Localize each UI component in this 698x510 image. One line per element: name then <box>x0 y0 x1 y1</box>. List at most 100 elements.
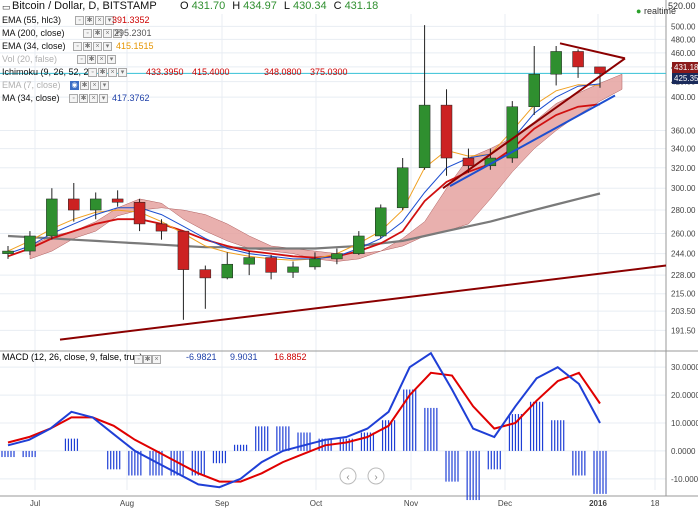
candle-body <box>594 66 606 74</box>
price-tick-label: 203.50 <box>671 307 696 316</box>
gear-icon[interactable]: ✱ <box>80 81 89 90</box>
indicator-name: Vol (20, false) <box>2 54 58 64</box>
rising-trendline <box>442 57 626 190</box>
indicator-row[interactable]: EMA (55, hlc3) ◦ ✱ × ▾ 391.3352 <box>0 14 380 27</box>
axis-top-label: 520.00 <box>668 1 696 11</box>
eye-icon[interactable]: ◦ <box>73 42 82 51</box>
candle-body <box>221 263 233 279</box>
indicator-value: 391.3352 <box>112 15 150 25</box>
ohlc-label: H <box>232 0 241 12</box>
time-tick-label: 2016 <box>589 499 607 508</box>
price-tick-label: 244.00 <box>671 250 696 259</box>
time-tick-label: Jul <box>30 499 40 508</box>
ema-55-line <box>7 103 601 259</box>
last-price-badge: 431.18 <box>672 62 698 73</box>
remove-icon[interactable]: × <box>108 68 117 77</box>
indicator-name: MA (200, close) <box>2 28 65 38</box>
gear-icon[interactable]: ✱ <box>143 355 152 364</box>
eye-icon[interactable]: ◦ <box>75 16 84 25</box>
candle-body <box>353 235 365 254</box>
indicator-name: EMA (7, close) <box>2 80 61 90</box>
price-tick-label: 360.00 <box>671 126 696 135</box>
candle-body <box>243 257 255 265</box>
more-icon[interactable]: ▾ <box>99 94 108 103</box>
price-tick-label: 480.00 <box>671 35 696 44</box>
price-tick-label: 280.00 <box>671 206 696 215</box>
indicator-row[interactable]: Ichimoku (9, 26, 52, 26) ◦ ✱ × ▾ 433.3950 415.… <box>0 66 380 79</box>
candle-body <box>265 257 277 273</box>
collapse-chevron-icon[interactable]: ▭ <box>2 2 11 12</box>
macd-tick-label: 10.0000 <box>671 419 698 428</box>
indicator-name: EMA (55, hlc3) <box>2 15 62 25</box>
macd-tick-label: 30.0000 <box>671 363 698 372</box>
scroll-button[interactable]: ‹ <box>339 467 357 485</box>
macd-tick-label: 20.0000 <box>671 391 698 400</box>
gear-icon[interactable]: ✱ <box>79 94 88 103</box>
indicator-row[interactable]: Vol (20, false) ◦ ✱ × ▾ <box>0 53 380 66</box>
indicator-row[interactable]: MA (200, close) ◦ ✱ × ▾ 295.2301 <box>0 27 380 40</box>
remove-icon[interactable]: × <box>152 355 161 364</box>
price-tick-label: 191.50 <box>671 326 696 335</box>
candle-body <box>375 207 387 237</box>
eye-icon[interactable]: ◦ <box>88 68 97 77</box>
ma-200-line <box>7 192 601 250</box>
time-tick-label: 18 <box>651 499 660 508</box>
indicator-controls: ◦ ✱ × ▾ <box>75 16 114 25</box>
more-icon[interactable]: ▾ <box>118 68 127 77</box>
indicator-value: 417.3762 <box>112 93 150 103</box>
macd-tick-label: -10.0000 <box>671 475 698 484</box>
ohlc-label: L <box>283 0 290 12</box>
time-tick-label: Dec <box>498 499 512 508</box>
scroll-circle <box>367 467 385 485</box>
candle-body <box>68 198 80 211</box>
gear-icon[interactable]: ✱ <box>87 55 96 64</box>
realtime-indicator: ● realtime <box>636 6 676 16</box>
eye-icon[interactable]: ◦ <box>83 29 92 38</box>
eye-icon[interactable]: ◦ <box>77 55 86 64</box>
macd-signal-line <box>7 371 601 483</box>
remove-icon[interactable]: × <box>89 94 98 103</box>
eye-icon[interactable]: ◉ <box>70 81 79 90</box>
gear-icon[interactable]: ✱ <box>85 16 94 25</box>
remove-icon[interactable]: × <box>95 16 104 25</box>
more-icon[interactable]: ▾ <box>100 81 109 90</box>
remove-icon[interactable]: × <box>97 55 106 64</box>
ohlc-c: C 431.18 <box>334 0 383 12</box>
indicator-value: 415.4000 <box>192 67 230 77</box>
more-icon[interactable]: ▾ <box>107 55 116 64</box>
indicator-controls: ◦ ✱ × ▾ <box>77 55 116 64</box>
macd-tick-label: 0.0000 <box>671 447 696 456</box>
eye-icon[interactable]: ◦ <box>134 355 143 364</box>
remove-icon[interactable]: × <box>103 29 112 38</box>
more-icon[interactable]: ▾ <box>105 16 114 25</box>
indicator-controls: ◉ ✱ × ▾ <box>70 81 109 90</box>
candle-body <box>46 198 58 237</box>
candle-body <box>133 201 146 225</box>
gear-icon[interactable]: ✱ <box>93 29 102 38</box>
scroll-button[interactable]: › <box>367 467 385 485</box>
indicator-name: MA (34, close) <box>2 93 60 103</box>
time-tick-label: Oct <box>310 499 323 508</box>
eye-icon[interactable]: ◦ <box>69 94 78 103</box>
candle-body <box>287 266 299 273</box>
more-icon[interactable]: ▾ <box>103 42 112 51</box>
candle-body <box>89 198 102 211</box>
candle-body <box>528 73 540 107</box>
ohlc-value: 430.34 <box>292 0 327 12</box>
indicator-row[interactable]: EMA (34, close) ◦ ✱ × ▾ 415.1515 <box>0 40 380 53</box>
remove-icon[interactable]: × <box>90 81 99 90</box>
more-icon[interactable]: ▾ <box>113 29 122 38</box>
gear-icon[interactable]: ✱ <box>98 68 107 77</box>
gear-icon[interactable]: ✱ <box>83 42 92 51</box>
remove-icon[interactable]: × <box>93 42 102 51</box>
indicator-value: 295.2301 <box>114 28 152 38</box>
candle-body <box>331 253 343 260</box>
indicator-row[interactable]: MA (34, close) ◦ ✱ × ▾ 417.3762 <box>0 92 380 105</box>
candle-body <box>462 157 475 167</box>
macd-value: 9.9031 <box>230 352 258 362</box>
indicator-row[interactable]: EMA (7, close) ◉ ✱ × ▾ <box>0 79 380 92</box>
candle-body <box>111 198 124 203</box>
price-tick-label: 500.00 <box>671 22 696 31</box>
candle-body <box>177 230 190 270</box>
